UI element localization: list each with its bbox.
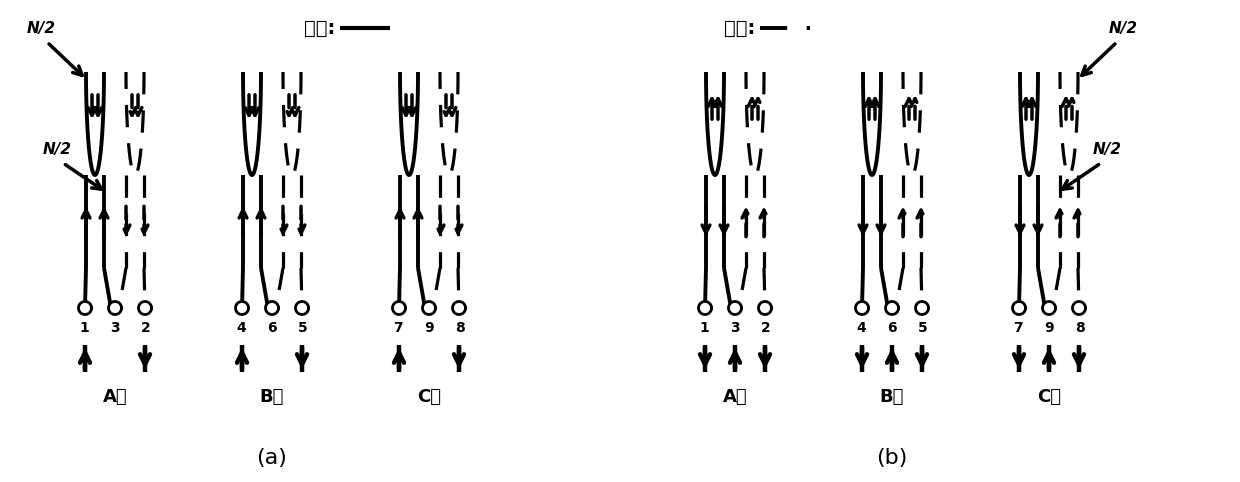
Text: 2: 2 xyxy=(761,321,771,335)
Polygon shape xyxy=(759,302,771,314)
Text: N/2: N/2 xyxy=(26,21,56,36)
Polygon shape xyxy=(393,302,405,314)
Text: 上层:: 上层: xyxy=(304,18,335,38)
Text: 1: 1 xyxy=(79,321,89,335)
Text: N/2: N/2 xyxy=(42,142,72,157)
Text: 8: 8 xyxy=(455,321,465,335)
Polygon shape xyxy=(729,302,742,314)
Text: 4: 4 xyxy=(236,321,246,335)
Text: 3: 3 xyxy=(730,321,740,335)
Text: 6: 6 xyxy=(267,321,277,335)
Text: (b): (b) xyxy=(877,448,908,468)
Polygon shape xyxy=(1073,302,1085,314)
Text: (a): (a) xyxy=(257,448,288,468)
Polygon shape xyxy=(1013,302,1025,314)
Text: B相: B相 xyxy=(880,388,904,406)
Polygon shape xyxy=(856,302,868,314)
Text: C相: C相 xyxy=(1037,388,1061,406)
Text: 5: 5 xyxy=(298,321,308,335)
Polygon shape xyxy=(915,302,929,314)
Polygon shape xyxy=(885,302,899,314)
Polygon shape xyxy=(295,302,309,314)
Text: B相: B相 xyxy=(260,388,284,406)
Polygon shape xyxy=(78,302,92,314)
Text: 8: 8 xyxy=(1075,321,1085,335)
Polygon shape xyxy=(453,302,465,314)
Text: N/2: N/2 xyxy=(1109,21,1137,36)
Polygon shape xyxy=(423,302,435,314)
Text: 2: 2 xyxy=(141,321,151,335)
Text: A相: A相 xyxy=(103,388,128,406)
Text: 5: 5 xyxy=(918,321,928,335)
Polygon shape xyxy=(236,302,248,314)
Text: 7: 7 xyxy=(1013,321,1023,335)
Text: 3: 3 xyxy=(110,321,120,335)
Text: 4: 4 xyxy=(856,321,866,335)
Text: 9: 9 xyxy=(1044,321,1054,335)
Polygon shape xyxy=(1043,302,1055,314)
Polygon shape xyxy=(265,302,279,314)
Text: 7: 7 xyxy=(393,321,403,335)
Text: 9: 9 xyxy=(424,321,434,335)
Text: 下层:: 下层: xyxy=(724,18,755,38)
Polygon shape xyxy=(139,302,151,314)
Text: N/2: N/2 xyxy=(1092,142,1121,157)
Text: A相: A相 xyxy=(723,388,748,406)
Text: 6: 6 xyxy=(887,321,897,335)
Text: C相: C相 xyxy=(417,388,441,406)
Text: 1: 1 xyxy=(699,321,709,335)
Polygon shape xyxy=(698,302,712,314)
Polygon shape xyxy=(109,302,122,314)
